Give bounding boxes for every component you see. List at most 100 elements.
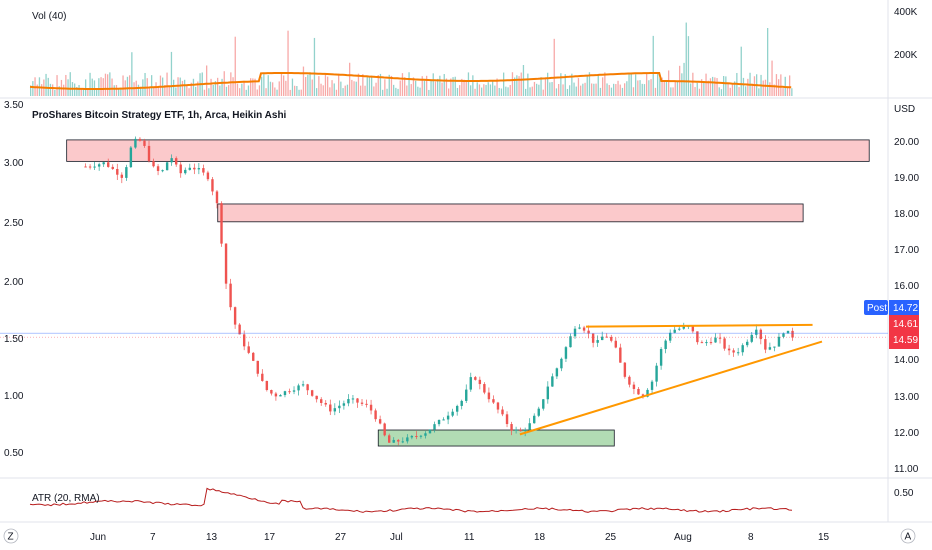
volume-bar — [388, 74, 390, 96]
volume-bar — [549, 82, 551, 96]
atr-legend[interactable]: ATR (20, RMA) — [32, 493, 100, 504]
volume-bar — [265, 88, 267, 96]
last-value: 14.61 — [893, 319, 918, 330]
candle-body — [564, 347, 568, 359]
candle-body — [84, 166, 87, 168]
volume-bar — [632, 87, 635, 96]
volume-bar — [606, 83, 608, 96]
candle-body — [365, 403, 368, 405]
zoom-toggle-button[interactable]: Z — [3, 528, 19, 544]
volume-bar — [769, 82, 771, 96]
post-price-badge: Post — [864, 300, 888, 315]
volume-bar — [489, 84, 492, 96]
candle-body — [179, 164, 182, 174]
candle-body — [252, 352, 255, 361]
price-tick: 20.00 — [894, 137, 919, 148]
volume-bar — [599, 87, 602, 96]
volume-bar — [716, 78, 718, 96]
volume-bar — [426, 75, 428, 96]
volume-bar — [588, 72, 591, 96]
post-value-badge: 14.72 — [889, 300, 919, 315]
left-tick: 2.00 — [4, 277, 24, 288]
volume-bar — [153, 87, 155, 96]
auto-scale-button[interactable]: A — [900, 528, 916, 544]
volume-bar — [56, 75, 58, 96]
volume-bar — [168, 86, 170, 96]
volume-bar — [280, 73, 283, 96]
volume-bar — [529, 87, 531, 96]
time-axis[interactable]: Jun 7 13 17 27 Jul 11 18 25 Aug 8 15 — [90, 532, 830, 543]
volume-bar — [278, 81, 280, 96]
candle-body — [619, 347, 622, 363]
volume-bar — [461, 78, 463, 96]
volume-bar — [571, 73, 573, 96]
candle-body — [170, 158, 173, 163]
candle-body — [297, 385, 300, 391]
volume-bar — [140, 86, 142, 96]
volume-ma-line — [29, 72, 792, 90]
volume-bar — [243, 80, 245, 96]
volume-legend[interactable]: Vol (40) — [32, 11, 66, 22]
right-axis[interactable]: 400K 200K USD 20.00 19.00 18.00 17.00 16… — [894, 7, 919, 499]
candle-body — [215, 191, 219, 204]
candle-body — [129, 147, 133, 168]
volume-bar — [745, 86, 747, 96]
candle-body — [387, 435, 391, 443]
volume-bar — [531, 86, 533, 96]
support-zone — [377, 429, 615, 447]
time-tick: 27 — [335, 532, 347, 543]
candle-body — [138, 138, 142, 141]
candle-body — [455, 405, 459, 412]
volume-bar — [707, 80, 709, 96]
candle-body — [415, 435, 418, 437]
volume-bar — [311, 79, 313, 96]
volume-bar — [643, 84, 646, 96]
volume-bar — [373, 86, 375, 96]
volume-bar — [514, 77, 516, 96]
volume-bar — [617, 80, 619, 96]
volume-bar — [520, 72, 522, 96]
candle-body — [315, 395, 318, 400]
time-tick: 7 — [150, 532, 156, 543]
left-tick: 3.00 — [4, 158, 24, 169]
candle-body — [523, 429, 527, 432]
price-tick: 12.00 — [894, 428, 919, 439]
volume-bar — [379, 73, 382, 96]
candle-body — [587, 330, 590, 334]
candle-body — [723, 338, 726, 349]
volume-bar — [485, 84, 487, 96]
candle-body — [125, 167, 128, 178]
candle-body — [478, 379, 482, 385]
volume-bar — [285, 80, 287, 96]
candle-body — [147, 145, 151, 162]
volume-bar — [628, 74, 630, 96]
volume-bar — [465, 80, 467, 96]
volume-bar — [773, 84, 775, 96]
volume-bar — [210, 78, 212, 96]
volume-bar — [382, 89, 384, 96]
candle-body — [678, 328, 681, 330]
volume-bar — [214, 81, 217, 96]
price-axis-unit: USD — [894, 104, 915, 115]
volume-bar — [283, 75, 285, 96]
volume-bar — [327, 76, 329, 96]
volume-bar — [377, 75, 379, 96]
volume-bar — [346, 84, 349, 96]
volume-bar — [740, 46, 742, 96]
volume-bar — [696, 82, 698, 96]
volume-bar — [404, 77, 406, 96]
volume-bar — [190, 82, 192, 96]
time-tick: 18 — [534, 532, 546, 543]
volume-bar — [540, 77, 542, 96]
chart-title[interactable]: ProShares Bitcoin Strategy ETF, 1h, Arca… — [32, 110, 287, 121]
candle-body — [324, 402, 327, 405]
candle-body — [419, 435, 423, 437]
volume-bar — [718, 87, 720, 96]
volume-bar — [82, 88, 85, 96]
volume-bar — [478, 84, 481, 96]
candle-body — [696, 331, 699, 343]
candle-body — [786, 330, 790, 334]
candle-body — [773, 346, 776, 348]
volume-bar — [573, 82, 575, 96]
